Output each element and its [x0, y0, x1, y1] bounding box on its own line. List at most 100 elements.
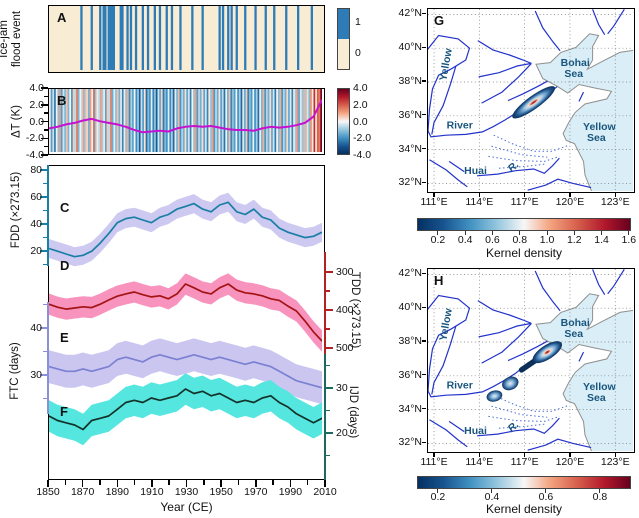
axis-tick — [422, 306, 426, 308]
axis-tick — [569, 193, 571, 197]
colorbar-g-tick: 0.2 — [430, 234, 446, 246]
axis-tick — [151, 480, 153, 487]
kernel-density-blob — [512, 86, 556, 119]
axis-tick — [437, 489, 439, 493]
fdd-ytick: 40 — [30, 218, 42, 230]
colorbar-g-tick: 0.6 — [485, 234, 500, 246]
map-h: Yellow River Huai R. Bohai Sea Yellow Sea — [427, 268, 635, 453]
axis-tick — [40, 327, 48, 329]
x-tick-label: 1890 — [105, 486, 129, 498]
river — [477, 417, 560, 437]
axis-tick — [43, 182, 48, 185]
axis-tick — [546, 231, 548, 235]
axis-tick — [325, 387, 333, 389]
colorbar-h-tick: 0.4 — [484, 491, 500, 503]
x-tick-label: 1930 — [174, 486, 199, 498]
river — [578, 351, 585, 362]
axis-tick — [569, 453, 571, 457]
panel-b-ytick: -4.0 — [25, 149, 44, 161]
panel-d-letter: D — [60, 258, 70, 273]
axis-tick — [168, 480, 170, 485]
axis-tick — [422, 181, 426, 183]
axis-tick — [325, 364, 330, 367]
panel-a-letter: A — [57, 10, 67, 25]
dotted-river — [498, 423, 546, 429]
map-label: Yellow — [437, 307, 455, 342]
river — [578, 91, 585, 102]
kernel-density-colorbar-g — [417, 218, 631, 231]
axis-tick — [325, 328, 330, 330]
axis-tick — [491, 489, 493, 493]
axis-tick — [325, 290, 330, 292]
map-label: Yellow — [437, 47, 455, 82]
sea-region — [535, 33, 633, 191]
map-label: Yellow — [583, 121, 617, 133]
axis-tick — [325, 409, 330, 412]
river — [592, 269, 606, 296]
map-label: Yellow — [583, 381, 617, 393]
axis-tick — [422, 374, 426, 376]
river — [527, 178, 592, 191]
x-tick-label: 1850 — [36, 486, 60, 498]
kernel-density-label-g: Kernel density — [485, 246, 563, 260]
map-lat-label: 32°N — [398, 176, 422, 189]
axis-tick — [289, 480, 292, 487]
axis-tick — [40, 196, 48, 198]
axis-tick — [43, 236, 48, 239]
colorbar-g-tick: 0.4 — [457, 234, 473, 246]
colorbar-b-tick: -4.0 — [353, 149, 372, 161]
tdd-ytick: 400 — [336, 304, 354, 316]
axis-tick — [422, 12, 426, 14]
map-lat-label: 42°N — [398, 267, 422, 280]
river — [477, 157, 560, 177]
river — [592, 9, 606, 36]
map-lon-label: 117°E — [510, 196, 539, 208]
axis-tick — [573, 231, 575, 235]
axis-tick — [64, 480, 67, 485]
river — [448, 420, 465, 433]
axis-tick — [478, 193, 480, 197]
map-lon-label: 114°E — [465, 456, 494, 468]
panel-b-ytick: 0.0 — [29, 115, 44, 128]
dotted-river — [488, 155, 560, 162]
axis-tick — [41, 120, 48, 123]
dotted-river — [498, 163, 546, 169]
x-tick-label: 1950 — [209, 486, 233, 498]
kernel-density-blob — [486, 390, 503, 402]
river — [431, 325, 457, 395]
x-tick-label: 1970 — [244, 486, 268, 498]
map-lon-label: 123°E — [600, 456, 630, 468]
ijd-ytick: 20 — [336, 427, 348, 439]
fdd-ytick: 60 — [30, 191, 42, 203]
axis-tick — [40, 169, 48, 171]
x-tick-label: 1990 — [278, 486, 303, 498]
axis-tick — [422, 46, 426, 48]
axis-tick — [41, 104, 48, 106]
axis-tick — [43, 263, 48, 266]
axis-tick — [99, 480, 101, 485]
axis-tick — [601, 231, 603, 235]
tdd-ytick: 500 — [336, 342, 354, 354]
map-label: Huai — [464, 425, 487, 437]
panel-b-ytick: 4.0 — [29, 82, 44, 94]
map-label: Bohai — [561, 57, 590, 69]
colorbar-h-tick: 0.6 — [538, 491, 554, 503]
axis-tick — [422, 408, 426, 410]
map-label: River — [447, 119, 473, 131]
colorbar-a-label-1: 1 — [355, 16, 361, 28]
panel-g-letter: G — [434, 13, 445, 28]
axis-tick — [422, 114, 426, 116]
panel-b-ytick: -2.0 — [25, 132, 44, 145]
colorbar-g-tick: 1.6 — [621, 234, 637, 246]
map-lon-label: 117°E — [510, 456, 539, 468]
map-label: Huai — [464, 165, 487, 177]
river — [481, 62, 532, 104]
map-label: Sea — [564, 328, 583, 340]
river — [534, 10, 561, 52]
map-lat-label: 38°N — [398, 335, 422, 347]
map-lat-label: 38°N — [398, 75, 422, 87]
x-tick-label: 2010 — [313, 486, 337, 498]
axis-tick — [44, 95, 48, 98]
axis-tick — [81, 480, 84, 487]
